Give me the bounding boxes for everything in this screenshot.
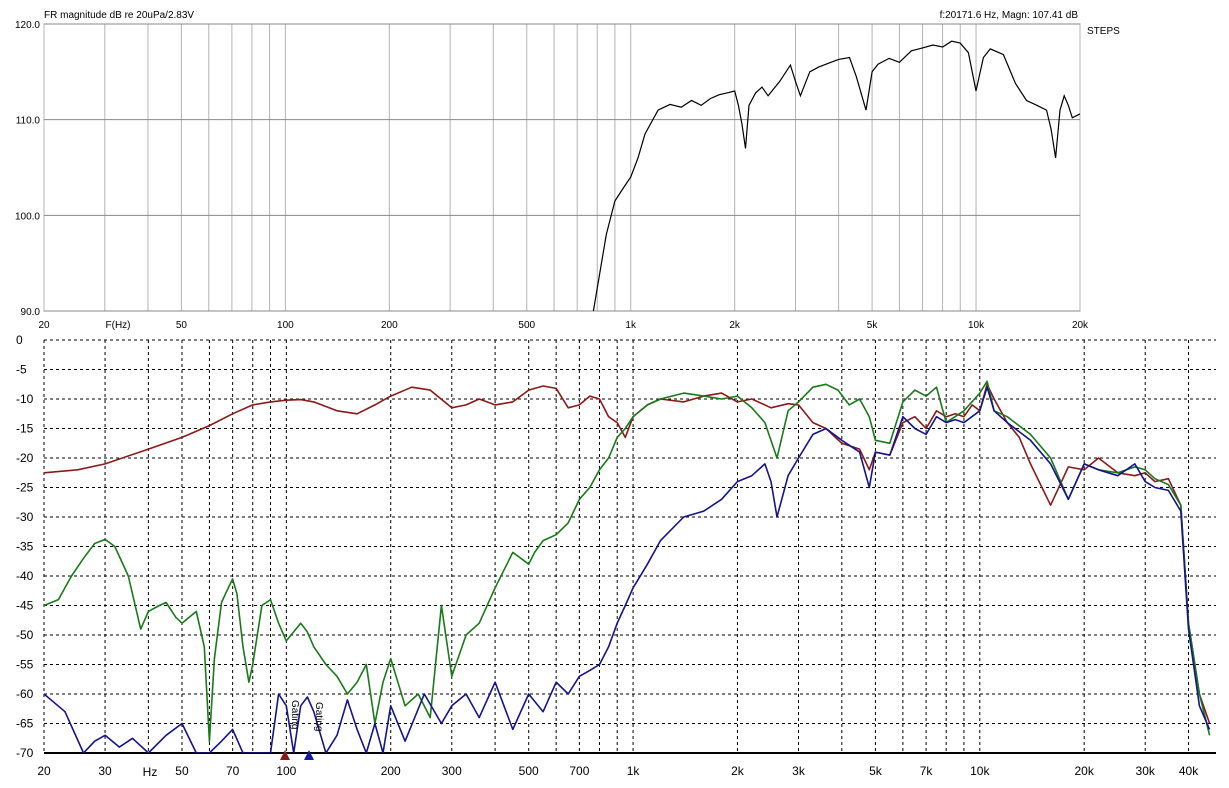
gating-marker-2-triangle[interactable] [304,750,314,760]
bottom-x-tick-label: 300 [442,764,462,778]
top-x-tick-label: 10k [968,320,985,331]
top-y-tick-label: 110.0 [16,116,41,127]
top-x-tick-label: 5k [867,320,879,331]
steps-label: STEPS [1087,26,1120,37]
bottom-y-tick-label: -70 [16,746,34,760]
bottom-x-tick-label: 500 [519,764,539,778]
bottom-y-tick-label: -65 [16,717,34,731]
top-x-tick-label: 200 [381,320,398,331]
bottom-y-tick-label: -10 [16,392,34,406]
gating-marker-2-label: Gating [313,702,324,731]
bottom-x-tick-label: 50 [175,764,189,778]
bottom-series-line [44,380,1211,742]
bottom-y-tick-label: -60 [16,687,34,701]
bottom-y-tick-label: -25 [16,481,34,495]
top-x-tick-label: 2k [729,320,741,331]
bottom-y-tick-label: -50 [16,628,34,642]
bottom-x-unit-label: Hz [143,765,158,779]
bottom-y-tick-label: 0 [16,333,23,347]
bottom-x-tick-label: 30 [98,764,112,778]
bottom-x-tick-label: 20k [1074,764,1094,778]
bottom-x-tick-label: 40k [1179,764,1199,778]
top-x-tick-label: 500 [518,320,535,331]
top-x-unit-label: F(Hz) [106,320,131,331]
top-x-tick-label: 1k [625,320,637,331]
bottom-x-tick-label: 700 [569,764,589,778]
bottom-x-tick-label: 2k [731,764,745,778]
top-y-tick-label: 100.0 [15,211,40,222]
bottom-x-tick-label: 10k [970,764,990,778]
bottom-x-tick-label: 20 [37,764,51,778]
top-plot-area: 90.0 100.0 110.0 120.0 20 50 100 200 500 1k 2k 5k 10… [15,20,1089,331]
bottom-x-tick-label: 7k [920,764,934,778]
bottom-y-tick-label: -20 [16,451,34,465]
top-chart-title: FR magnitude dB re 20uPa/2.83V [44,10,194,21]
cursor-readout: f:20171.6 Hz, Magn: 107.41 dB [940,10,1079,21]
top-x-tick-label: 20 [38,320,50,331]
top-y-tick-label: 90.0 [21,307,41,318]
bottom-series-line [44,386,1211,753]
bottom-x-tick-label: 30k [1136,764,1156,778]
bottom-x-tick-label: 3k [792,764,806,778]
gating-marker-1[interactable]: Gating [280,700,300,760]
bottom-y-tick-label: -40 [16,569,34,583]
bottom-y-tick-label: -35 [16,540,34,554]
bottom-y-tick-label: -55 [16,658,34,672]
bottom-y-tick-label: -45 [16,599,34,613]
bottom-x-tick-label: 5k [869,764,883,778]
bottom-plot-area: 0 -5 -10 -15 -20 -25 -30 -35 -40 -45 -50 -55 -60 -65 -… [16,333,1216,778]
bottom-plot-frame [44,340,1216,753]
gating-marker-1-triangle[interactable] [280,750,290,760]
top-x-tick-label: 20k [1072,320,1089,331]
bottom-x-tick-label: 100 [276,764,296,778]
top-series-line [592,40,1080,311]
top-y-tick-label: 120.0 [15,20,40,31]
bottom-y-tick-label: -5 [16,363,27,377]
top-x-tick-label: 50 [176,320,188,331]
bottom-x-tick-label: 200 [381,764,401,778]
bottom-y-tick-label: -30 [16,510,34,524]
bottom-x-tick-label: 70 [226,764,240,778]
top-plot-frame [43,23,1081,312]
bottom-y-tick-label: -15 [16,422,34,436]
gating-marker-2[interactable]: Gating [304,702,324,760]
gating-marker-1-label: Gating [289,700,300,729]
bottom-x-tick-label: 1k [627,764,641,778]
top-x-tick-label: 100 [277,320,294,331]
